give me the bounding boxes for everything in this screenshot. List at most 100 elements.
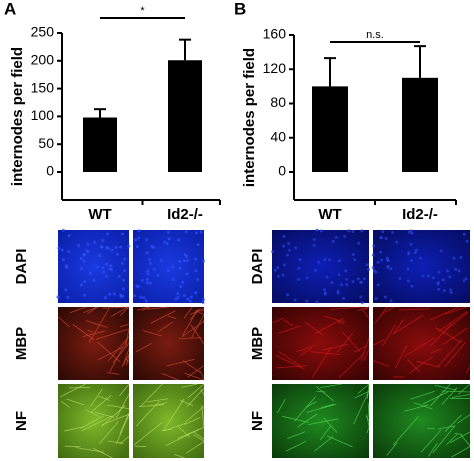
fiber — [166, 358, 195, 367]
nucleus — [371, 266, 375, 270]
fiber — [183, 306, 193, 319]
nucleus — [67, 234, 71, 238]
fiber — [87, 306, 99, 315]
nucleus — [167, 237, 171, 241]
nucleus — [156, 273, 160, 277]
bar — [312, 86, 348, 172]
fiber — [157, 321, 173, 333]
nucleus — [115, 252, 119, 256]
nucleus — [380, 258, 384, 262]
fiber — [112, 342, 130, 364]
nucleus — [136, 284, 140, 288]
nucleus — [391, 230, 395, 234]
fiber — [60, 400, 70, 408]
nucleus — [325, 275, 329, 279]
fiber — [83, 306, 97, 314]
fiber — [275, 365, 308, 369]
nucleus — [120, 261, 124, 265]
fiber — [357, 383, 370, 394]
nucleus — [462, 278, 466, 282]
nucleus — [185, 272, 189, 276]
row-label: NF — [13, 411, 30, 431]
fiber — [323, 418, 338, 433]
nucleus — [196, 278, 200, 282]
nucleus — [140, 278, 144, 282]
nucleus — [114, 246, 118, 250]
nucleus — [312, 243, 316, 247]
y-tick-label: 100 — [31, 107, 55, 123]
nucleus — [202, 259, 206, 263]
nucleus — [181, 280, 185, 284]
nucleus — [83, 280, 87, 284]
fiber — [147, 398, 169, 403]
nucleus — [152, 245, 156, 249]
nucleus — [293, 298, 297, 302]
fiber — [324, 315, 346, 323]
nucleus — [287, 241, 291, 245]
nucleus — [282, 244, 286, 248]
nucleus — [345, 283, 349, 287]
nucleus — [454, 267, 458, 271]
nucleus — [199, 230, 203, 234]
fiber — [451, 446, 471, 458]
nucleus — [183, 252, 187, 256]
fiber — [320, 425, 331, 441]
nucleus — [449, 291, 453, 295]
fiber — [119, 383, 130, 397]
nucleus — [323, 288, 327, 292]
nucleus — [110, 248, 114, 252]
fiber — [90, 394, 112, 413]
nucleus — [201, 298, 205, 302]
fiber — [64, 426, 85, 432]
micrograph — [133, 307, 204, 380]
nucleus — [119, 245, 123, 249]
nucleus — [389, 299, 393, 303]
nucleus — [139, 295, 143, 299]
fiber — [342, 331, 361, 353]
nucleus — [406, 267, 410, 271]
significance-label: * — [140, 5, 145, 17]
fiber — [192, 433, 205, 442]
x-tick-label: WT — [88, 206, 111, 223]
fiber — [380, 306, 395, 315]
fiber — [366, 383, 370, 400]
nucleus — [123, 257, 127, 261]
fiber — [304, 321, 324, 336]
nucleus — [148, 261, 152, 265]
fiber — [199, 370, 205, 380]
nucleus — [465, 239, 469, 243]
fiber — [278, 325, 301, 334]
fiber — [306, 403, 337, 413]
fiber — [57, 316, 70, 328]
nucleus — [101, 239, 105, 243]
nucleus — [142, 296, 146, 300]
fiber — [142, 330, 162, 337]
nucleus — [62, 258, 66, 262]
nucleus — [182, 294, 186, 298]
fiber — [374, 306, 388, 324]
nucleus — [171, 278, 175, 282]
nucleus — [406, 279, 410, 283]
fiber — [399, 308, 430, 311]
nucleus — [298, 258, 302, 262]
fiber — [465, 365, 471, 374]
nucleus — [134, 238, 138, 242]
nucleus — [285, 253, 289, 257]
nucleus — [389, 267, 393, 271]
nucleus — [194, 291, 198, 295]
nucleus — [297, 266, 301, 270]
fiber — [315, 317, 344, 334]
fiber — [155, 402, 168, 406]
fiber — [194, 309, 205, 315]
fiber — [446, 433, 458, 446]
fiber — [444, 306, 467, 315]
micrograph — [58, 230, 129, 303]
fiber — [364, 306, 370, 311]
nucleus — [441, 278, 445, 282]
nucleus — [105, 274, 109, 278]
nucleus — [171, 265, 175, 269]
nucleus — [145, 238, 149, 242]
nucleus — [178, 266, 182, 270]
fiber — [437, 425, 456, 430]
fiber — [150, 310, 176, 324]
